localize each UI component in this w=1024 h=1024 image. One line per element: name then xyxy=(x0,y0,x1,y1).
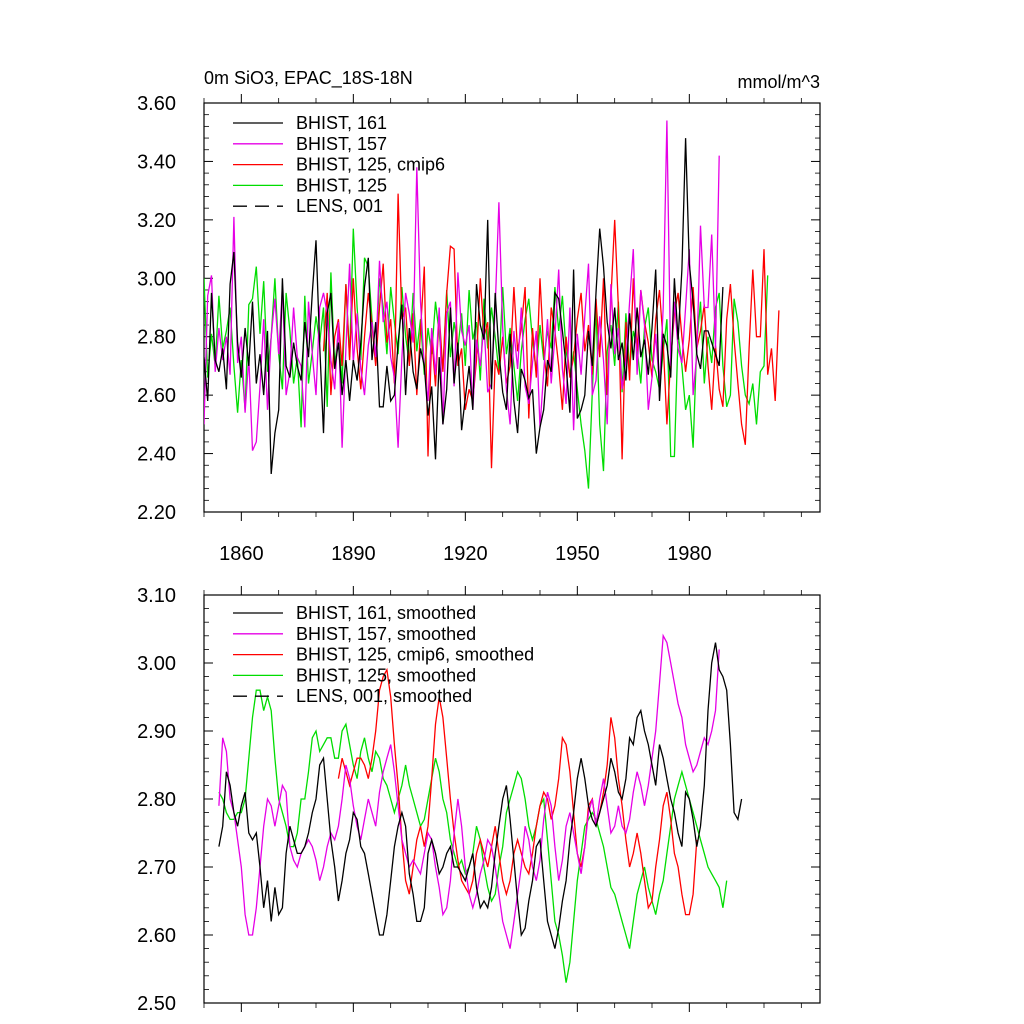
top-units: mmol/m^3 xyxy=(738,72,820,92)
top-legend-label: BHIST, 125, cmip6 xyxy=(296,155,445,175)
bottom-series-line-2 xyxy=(337,667,698,916)
top-plot-frame xyxy=(203,102,821,513)
top-series-group xyxy=(204,120,780,489)
bottom-ytick-label: 2.50 xyxy=(137,993,176,1015)
bottom-legend-label: BHIST, 125, smoothed xyxy=(296,665,476,685)
top-title: 0m SiO3, EPAC_18S-18N xyxy=(204,68,413,89)
top-series-line-0 xyxy=(204,138,724,475)
top-xtick-label: 1860 xyxy=(219,543,264,565)
top-ytick-label: 2.80 xyxy=(137,327,176,349)
bottom-legend-label: LENS, 001, smoothed xyxy=(296,686,472,706)
top-legend-label: BHIST, 157 xyxy=(296,134,387,154)
bottom-ytick-label: 2.90 xyxy=(137,721,176,743)
top-ytick-label: 3.60 xyxy=(137,93,176,115)
top-xtick-label: 1950 xyxy=(555,543,600,565)
bottom-series-line-0 xyxy=(218,642,743,949)
bottom-legend-label: BHIST, 161, smoothed xyxy=(296,603,476,623)
top-ytick-label: 2.60 xyxy=(137,385,176,407)
top-xtick-label: 1920 xyxy=(443,543,488,565)
bottom-ytick-label: 3.00 xyxy=(137,653,176,675)
top-series-line-2 xyxy=(322,193,780,469)
top-series-line-1 xyxy=(204,120,720,451)
bottom-legend-label: BHIST, 157, smoothed xyxy=(296,624,476,644)
bottom-ytick-label: 2.80 xyxy=(137,789,176,811)
top-legend-label: LENS, 001 xyxy=(296,196,383,216)
bottom-ytick-label: 2.60 xyxy=(137,925,176,947)
top-ytick-label: 2.40 xyxy=(137,444,176,466)
top-legend-label: BHIST, 161 xyxy=(296,113,387,133)
bottom-panel: 2.50 2.60 2.70 2.80 2.90 3.00 3.10 BHIST, 161, … xyxy=(137,585,821,1015)
bottom-ytick-label: 2.70 xyxy=(137,857,176,879)
top-ytick-label: 3.00 xyxy=(137,268,176,290)
top-ytick-label: 2.20 xyxy=(137,502,176,524)
bottom-series-line-3 xyxy=(218,689,728,983)
top-xtick-label: 1890 xyxy=(331,543,376,565)
bottom-series-group xyxy=(218,633,743,983)
top-panel: 0m SiO3, EPAC_18S-18N mmol/m^3 2.20 2.40 2… xyxy=(137,68,821,565)
top-ytick-label: 3.40 xyxy=(137,151,176,173)
bottom-ytick-label: 3.10 xyxy=(137,585,176,607)
top-xtick-label: 1980 xyxy=(667,543,712,565)
top-legend-label: BHIST, 125 xyxy=(296,175,387,195)
bottom-legend-label: BHIST, 125, cmip6, smoothed xyxy=(296,645,534,665)
top-ytick-label: 3.20 xyxy=(137,210,176,232)
